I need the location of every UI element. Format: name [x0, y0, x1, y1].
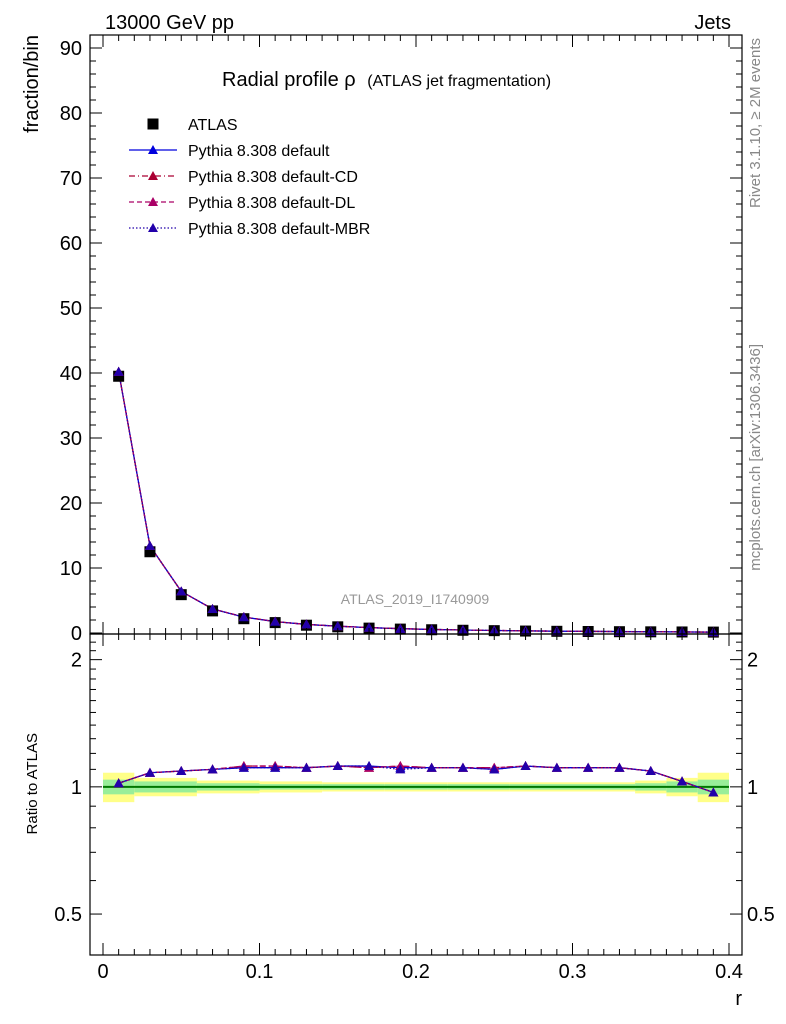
ratio-point	[426, 762, 437, 772]
ratio-point	[677, 776, 688, 786]
y-tick-label: 70	[60, 168, 82, 190]
legend-marker	[148, 197, 158, 206]
atlas-data-point	[144, 546, 156, 558]
ratio-ylabel: Ratio to ATLAS	[24, 733, 41, 834]
legend-marker	[148, 223, 158, 232]
mc-point	[207, 603, 218, 613]
ratio-y-tick-label: 2	[71, 650, 82, 672]
x-tick-label: 0	[97, 961, 108, 983]
y-tick-label: 50	[60, 298, 82, 320]
mc-point	[238, 612, 249, 622]
ratio-point	[457, 762, 468, 772]
ratio-point	[364, 761, 375, 771]
ratio-point	[614, 762, 625, 772]
ratio-point	[489, 764, 500, 774]
header-left: 13000 GeV pp	[105, 12, 234, 34]
ratio-y-tick-label: 0.5	[54, 904, 82, 926]
y-tick-label: 30	[60, 428, 82, 450]
legend-label: Pythia 8.308 default	[188, 143, 330, 160]
mc-point	[364, 622, 375, 632]
x-tick-label: 0.4	[715, 961, 743, 983]
x-tick-label: 0.1	[246, 961, 274, 983]
ratio-point	[708, 787, 719, 797]
y-tick-label: 20	[60, 493, 82, 515]
legend-label: Pythia 8.308 default-DL	[188, 195, 355, 212]
ratio-point	[207, 764, 218, 774]
ratio-point	[583, 762, 594, 772]
y-tick-label: 80	[60, 103, 82, 125]
ratio-y-tick-label-right: 1	[747, 777, 758, 799]
legend-label: ATLAS	[188, 117, 238, 134]
chart-title-main: Radial profile ρ	[222, 69, 356, 91]
ratio-panel	[103, 761, 729, 803]
legend-marker-atlas	[147, 118, 159, 130]
ratio-point	[551, 762, 562, 772]
chart-title: Radial profile ρ (ATLAS jet fragmentatio…	[222, 69, 551, 91]
mc-point	[176, 586, 187, 596]
legend-label: Pythia 8.308 default-MBR	[188, 221, 370, 238]
legend-marker	[148, 171, 158, 180]
mc-point	[270, 616, 281, 626]
ratio-point	[176, 766, 187, 776]
legend-label: Pythia 8.308 default-CD	[188, 169, 358, 186]
mc-point	[332, 621, 343, 631]
ratio-point	[238, 762, 249, 772]
y-tick-label: 60	[60, 233, 82, 255]
ratio-point	[144, 767, 155, 777]
ratio-point	[395, 764, 406, 774]
ratio-series-line	[118, 765, 714, 794]
x-tick-label: 0.2	[402, 961, 430, 983]
y-tick-label: 90	[60, 38, 82, 60]
mcplots-label: mcplots.cern.ch [arXiv:1306.3436]	[747, 344, 764, 571]
y-tick-label: 0	[71, 623, 82, 645]
ratio-y-tick-label: 1	[71, 777, 82, 799]
chart-subtitle: (ATLAS jet fragmentation)	[367, 73, 551, 90]
ratio-point	[332, 761, 343, 771]
ratio-point	[520, 761, 531, 771]
ratio-point	[301, 762, 312, 772]
ratio-y-tick-label-right: 0.5	[747, 904, 775, 926]
ratio-y-tick-label-right: 2	[747, 650, 758, 672]
analysis-id: ATLAS_2019_I1740909	[341, 591, 490, 607]
y-tick-label: 40	[60, 363, 82, 385]
mc-point	[113, 366, 124, 376]
ratio-point	[645, 766, 656, 776]
mc-point	[301, 619, 312, 629]
ratio-point	[113, 778, 124, 788]
legend-marker	[148, 145, 158, 154]
legend: ATLAS Pythia 8.308 default Pythia 8.308 de…	[129, 117, 370, 238]
header-right: Jets	[694, 12, 731, 34]
mc-point	[144, 540, 155, 550]
x-tick-label: 0.3	[559, 961, 587, 983]
y-tick-label: 10	[60, 558, 82, 580]
rivet-label: Rivet 3.1.10, ≥ 2M events	[747, 38, 764, 208]
ratio-point	[270, 762, 281, 772]
atlas-data-point	[113, 370, 125, 382]
main-ylabel: fraction/bin	[21, 35, 43, 133]
x-axis-label: r	[735, 988, 742, 1010]
